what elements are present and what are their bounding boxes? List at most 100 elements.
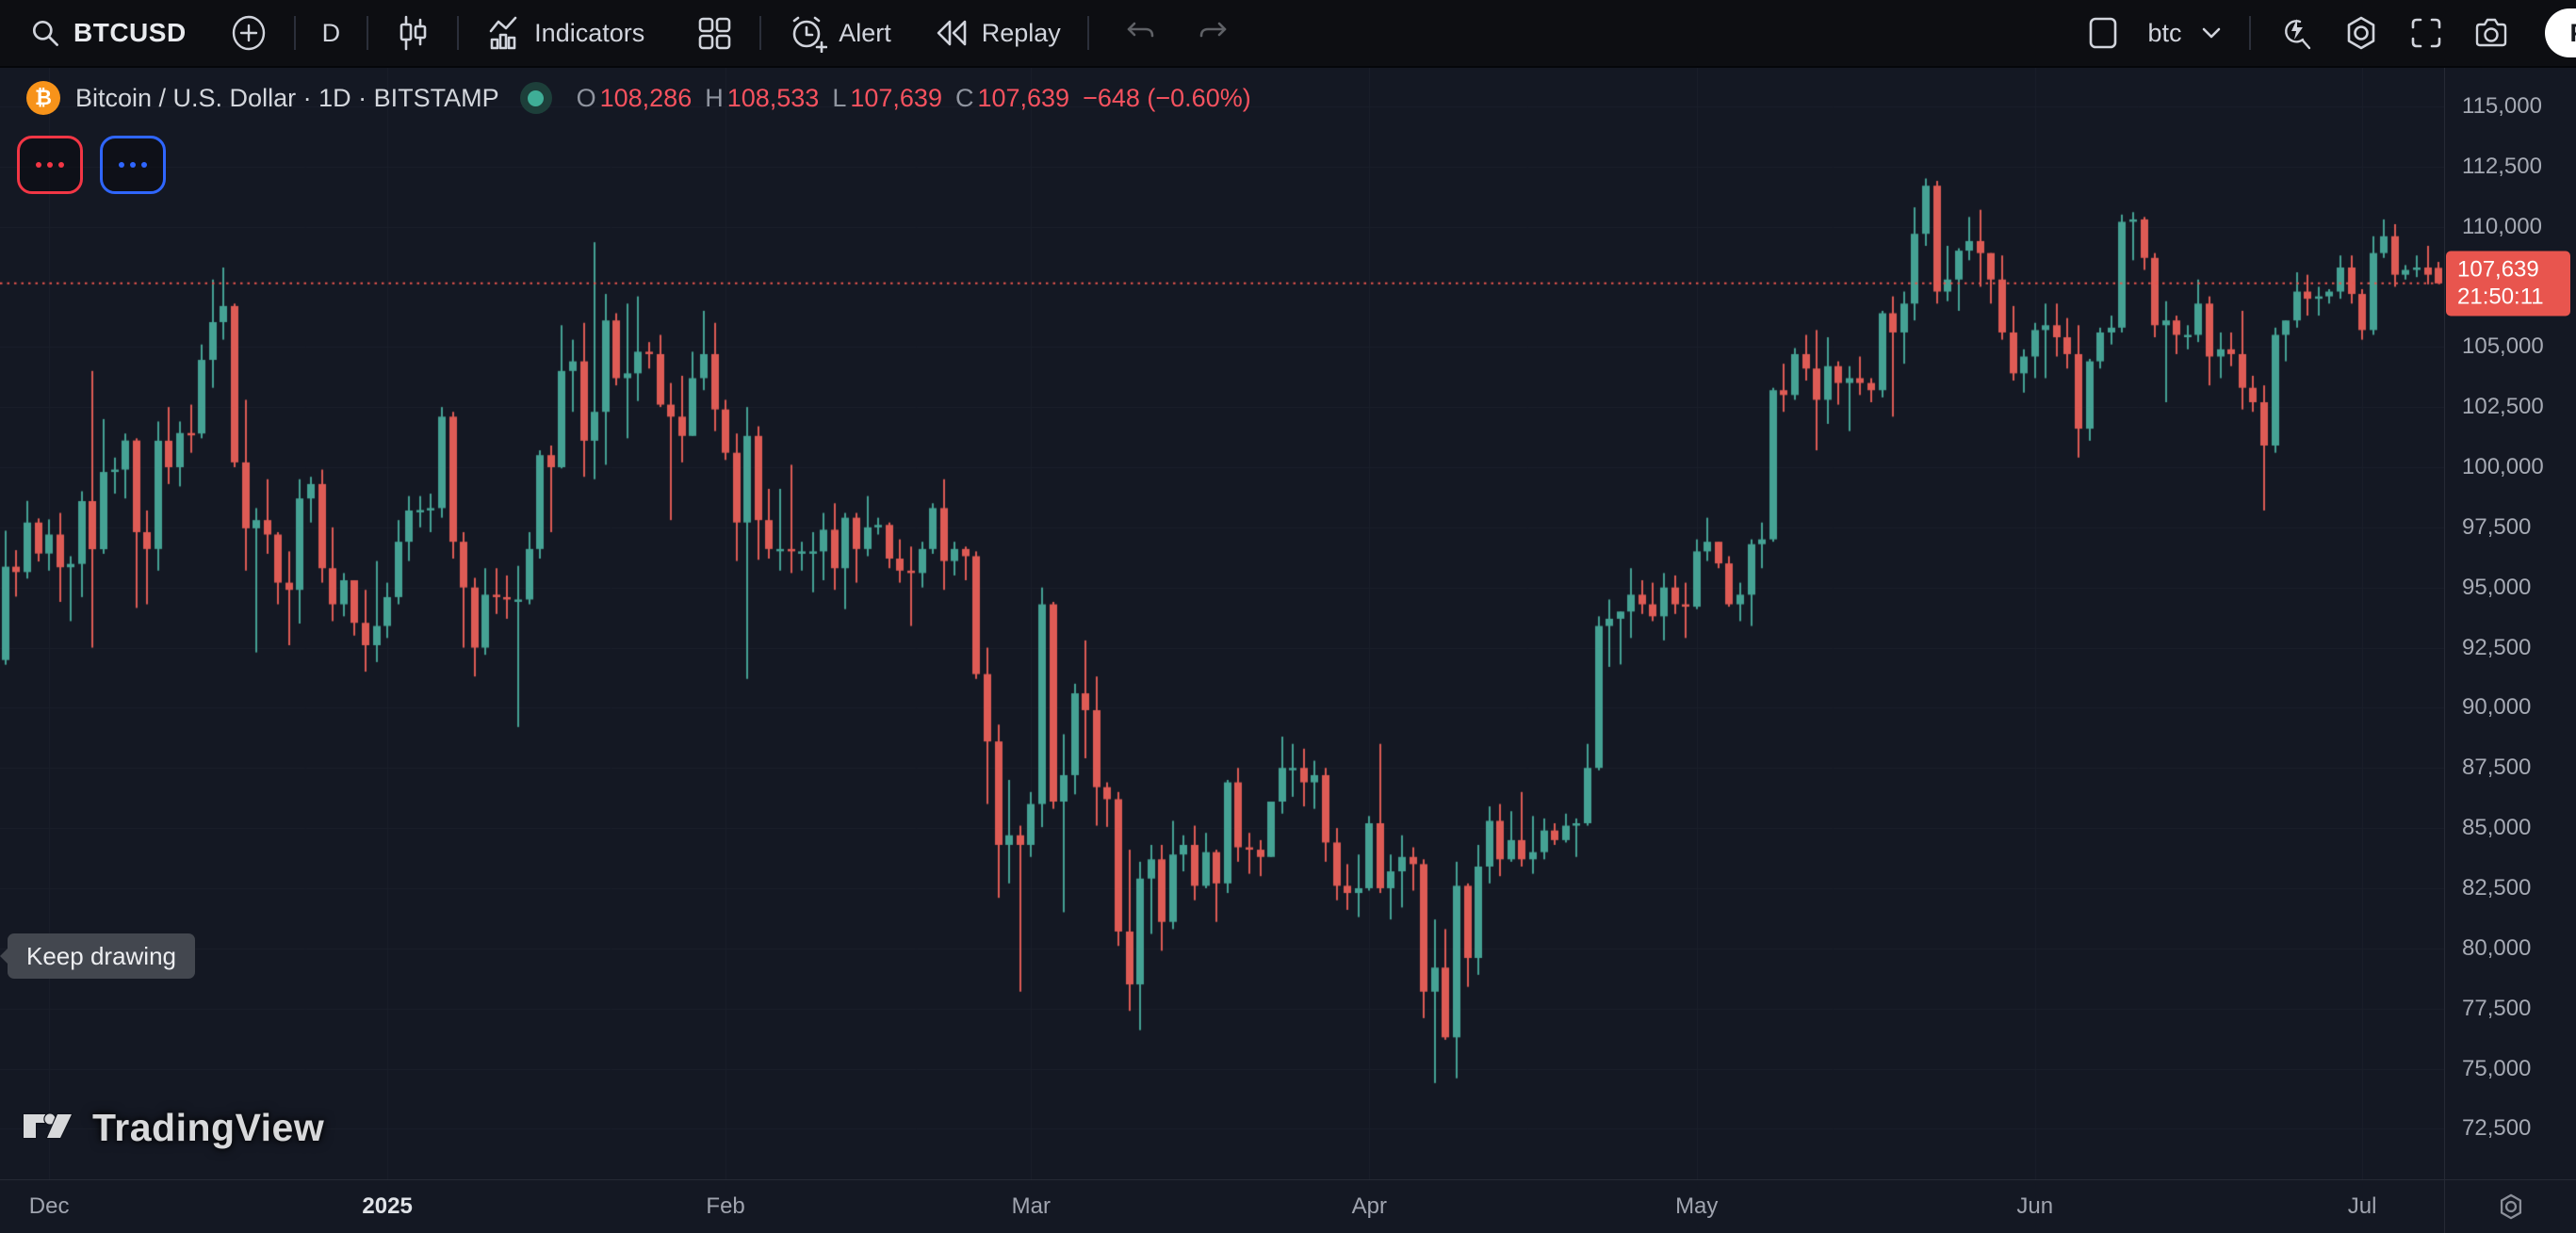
time-axis-label: Jul [2347, 1192, 2377, 1219]
publish-label: Pu [2569, 19, 2576, 47]
time-axis-label: Dec [28, 1192, 70, 1219]
toolbar-right-group: btc [2072, 7, 2576, 59]
high-label: H [705, 83, 724, 112]
price-tick: 105,000 [2462, 333, 2544, 360]
low-label: L [832, 83, 847, 112]
low-value: 107,639 [850, 83, 942, 112]
price-tick: 115,000 [2462, 92, 2542, 119]
time-axis-label: Mar [1011, 1192, 1052, 1219]
indicators-button[interactable]: Indicators [472, 7, 658, 59]
price-axis[interactable]: 115,000 112,500 110,000 105,000 102,500 100,0… [2444, 68, 2576, 1179]
candlestick-style-icon [395, 14, 431, 52]
toolbar-divider [293, 16, 296, 50]
price-tick: 110,000 [2462, 213, 2542, 239]
quick-search-button[interactable] [2264, 7, 2328, 59]
grid-layout-icon [695, 14, 733, 52]
symbol-search-button[interactable]: BTCUSD [15, 8, 200, 57]
interval-label: D [321, 18, 341, 47]
price-tick: 87,500 [2462, 754, 2532, 781]
settings-button[interactable] [2328, 7, 2394, 59]
ellipsis-icon [119, 162, 124, 168]
search-icon [28, 16, 62, 50]
close-value: 107,639 [977, 83, 1070, 112]
indicators-label: Indicators [534, 18, 645, 47]
tooltip-text: Keep drawing [26, 941, 176, 970]
layout-name-label: btc [2147, 18, 2182, 47]
axis-settings-gear-icon[interactable] [2495, 1191, 2527, 1223]
last-price-value: 107,639 [2457, 256, 2539, 283]
fullscreen-button[interactable] [2394, 7, 2458, 59]
replay-label: Replay [981, 18, 1061, 47]
saved-layout-button[interactable]: btc [2134, 11, 2236, 56]
sell-button-loading[interactable] [17, 136, 83, 194]
publish-button[interactable]: Pu [2545, 8, 2576, 57]
price-tick: 100,000 [2462, 453, 2544, 479]
layout-select-button[interactable] [2072, 7, 2134, 59]
replay-button[interactable]: Replay [918, 7, 1074, 59]
plus-circle-icon [230, 13, 268, 53]
fullscreen-icon [2407, 14, 2445, 52]
buy-button-loading[interactable] [100, 136, 166, 194]
close-label: C [954, 83, 974, 112]
toolbar-divider [367, 16, 369, 50]
time-axis-label: May [1675, 1192, 1719, 1219]
redo-icon [1195, 16, 1232, 50]
price-tick: 75,000 [2462, 1055, 2532, 1081]
price-tick: 97,500 [2462, 513, 2532, 540]
ellipsis-icon [36, 162, 41, 168]
indicators-icon [485, 14, 523, 52]
single-layout-icon [2085, 14, 2121, 52]
undo-icon [1121, 16, 1159, 50]
alert-button[interactable]: Alert [774, 6, 905, 60]
price-tick: 90,000 [2462, 694, 2532, 721]
price-tick: 85,000 [2462, 815, 2532, 841]
time-axis-label: Jun [2016, 1192, 2054, 1219]
bar-countdown: 21:50:11 [2457, 284, 2544, 310]
symbol-title: Bitcoin / U.S. Dollar · 1D · BITSTAMP [75, 83, 499, 112]
chart-legend[interactable]: ₿ Bitcoin / U.S. Dollar · 1D · BITSTAMP … [26, 81, 1251, 115]
price-tick: 72,500 [2462, 1115, 2532, 1142]
price-tick: 80,000 [2462, 934, 2532, 961]
market-status-icon[interactable] [519, 82, 552, 114]
axis-corner-divider [2444, 1180, 2445, 1233]
price-tick: 77,500 [2462, 995, 2532, 1021]
snapshot-button[interactable] [2458, 7, 2524, 59]
toolbar-divider [759, 16, 762, 50]
last-price-label: 107,639 21:50:11 [2446, 251, 2570, 316]
price-tick: 95,000 [2462, 574, 2532, 600]
bitcoin-logo-icon: ₿ [26, 81, 60, 115]
interval-button[interactable]: D [309, 11, 354, 56]
symbol-name: BTCUSD [73, 18, 187, 47]
ohlc-values: O 108,286 H 108,533 L 107,639 C 107,639 −648… [577, 84, 1251, 113]
chart-style-button[interactable] [382, 7, 444, 59]
toolbar-divider [457, 16, 460, 50]
keep-drawing-tooltip: Keep drawing [0, 933, 195, 979]
price-tick: 92,500 [2462, 634, 2532, 660]
lightning-search-icon [2277, 14, 2315, 52]
candlestick-chart[interactable] [0, 68, 2444, 1179]
compare-add-button[interactable] [217, 6, 281, 60]
time-axis[interactable]: Dec 2025 Feb Mar Apr May Jun Jul [0, 1179, 2576, 1233]
price-tick: 82,500 [2462, 874, 2532, 900]
open-value: 108,286 [599, 83, 693, 112]
price-tick: 102,500 [2462, 394, 2544, 420]
alarm-clock-plus-icon [788, 13, 828, 53]
top-toolbar: BTCUSD D Indicators [0, 0, 2576, 68]
rewind-icon [931, 14, 970, 52]
time-axis-label: Feb [706, 1192, 745, 1219]
templates-button[interactable] [682, 7, 746, 59]
time-axis-label: Apr [1351, 1192, 1388, 1219]
time-axis-label: 2025 [362, 1192, 413, 1219]
price-tick: 112,500 [2462, 153, 2542, 179]
trade-buttons [17, 136, 166, 194]
toolbar-divider [2249, 16, 2252, 50]
open-label: O [576, 83, 596, 112]
hexagon-gear-icon [2341, 14, 2381, 52]
alert-label: Alert [839, 18, 891, 47]
redo-button[interactable] [1182, 8, 1246, 57]
chevron-down-icon [2200, 25, 2223, 41]
toolbar-divider [1086, 16, 1089, 50]
high-value: 108,533 [726, 83, 820, 112]
undo-button[interactable] [1108, 8, 1172, 57]
